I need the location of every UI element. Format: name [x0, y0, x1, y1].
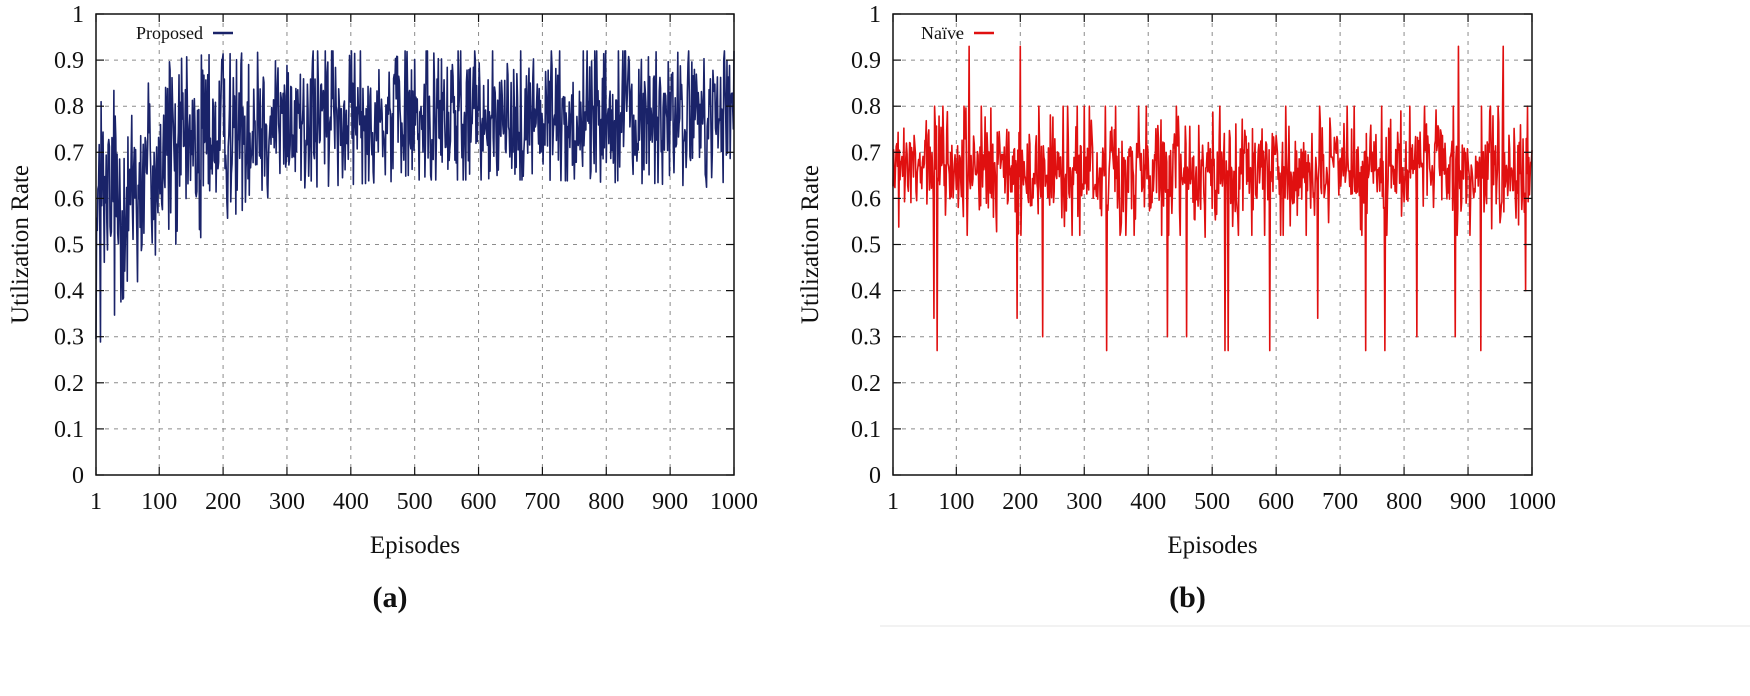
x-tick-label: 100	[141, 489, 177, 515]
x-tick-label: 600	[461, 489, 497, 515]
y-tick-label: 0	[72, 463, 84, 489]
y-tick-label: 0.1	[851, 417, 881, 443]
y-tick-label: 1	[869, 2, 881, 28]
x-tick-label: 500	[397, 489, 433, 515]
y-tick-label: 0.2	[54, 371, 84, 397]
y-tick-label: 0.7	[54, 140, 84, 166]
y-tick-label: 0.5	[851, 233, 881, 259]
x-tick-label: 500	[1194, 489, 1230, 515]
series-line-naïve	[892, 45, 1533, 352]
x-tick-label: 700	[1322, 489, 1358, 515]
x-tick-label: 1	[887, 489, 899, 515]
y-tick-label: 0.8	[54, 94, 84, 120]
y-tick-label: 0.5	[54, 233, 84, 259]
x-axis-title: Episodes	[1167, 532, 1257, 559]
y-tick-label: 0.8	[851, 94, 881, 120]
y-tick-label: 0.6	[54, 186, 84, 212]
y-tick-label: 0.4	[851, 279, 881, 305]
y-tick-label: 0	[869, 463, 881, 489]
x-axis-title: Episodes	[370, 532, 460, 559]
y-tick-label: 0.9	[54, 48, 84, 74]
x-tick-label: 200	[205, 489, 241, 515]
y-tick-label: 0.9	[851, 48, 881, 74]
x-tick-label: 800	[588, 489, 624, 515]
panel-label: (b)	[1169, 581, 1206, 614]
y-tick-label: 0.1	[54, 417, 84, 443]
x-tick-label: 200	[1002, 489, 1038, 515]
x-tick-label: 900	[1450, 489, 1486, 515]
y-tick-label: 0.4	[54, 279, 84, 305]
legend-label: Proposed	[136, 23, 203, 43]
x-tick-label: 300	[269, 489, 305, 515]
y-tick-label: 0.7	[851, 140, 881, 166]
y-tick-label: 0.6	[851, 186, 881, 212]
x-tick-label: 800	[1386, 489, 1422, 515]
chart-panel-b: Naïve 0 0.1 0.2 0.3 0.4 0.5 0.6 0.7 0.8 0.9 1 1 100 20…	[797, 2, 1556, 614]
series-line-proposed	[95, 50, 735, 343]
y-tick-label: 1	[72, 2, 84, 28]
x-tick-label: 1000	[710, 489, 758, 515]
y-tick-label: 0.3	[54, 325, 84, 351]
x-tick-label: 700	[524, 489, 560, 515]
x-tick-label: 900	[652, 489, 688, 515]
x-tick-label: 1	[90, 489, 102, 515]
x-tick-label: 400	[333, 489, 369, 515]
legend-label: Naïve	[921, 23, 964, 43]
y-tick-label: 0.3	[851, 325, 881, 351]
x-tick-label: 300	[1066, 489, 1102, 515]
y-tick-label: 0.2	[851, 371, 881, 397]
y-axis-title: Utilization Rate	[7, 165, 34, 324]
x-tick-label: 400	[1130, 489, 1166, 515]
x-tick-label: 600	[1258, 489, 1294, 515]
chart-panel-a: Proposed 0 0.1 0.2 0.3 0.4 0.5 0.6 0.7 0.8 0.9 1 1 10…	[7, 2, 758, 614]
x-tick-label: 1000	[1508, 489, 1556, 515]
x-tick-label: 100	[938, 489, 974, 515]
panel-label: (a)	[373, 581, 408, 614]
y-axis-title: Utilization Rate	[797, 165, 824, 324]
